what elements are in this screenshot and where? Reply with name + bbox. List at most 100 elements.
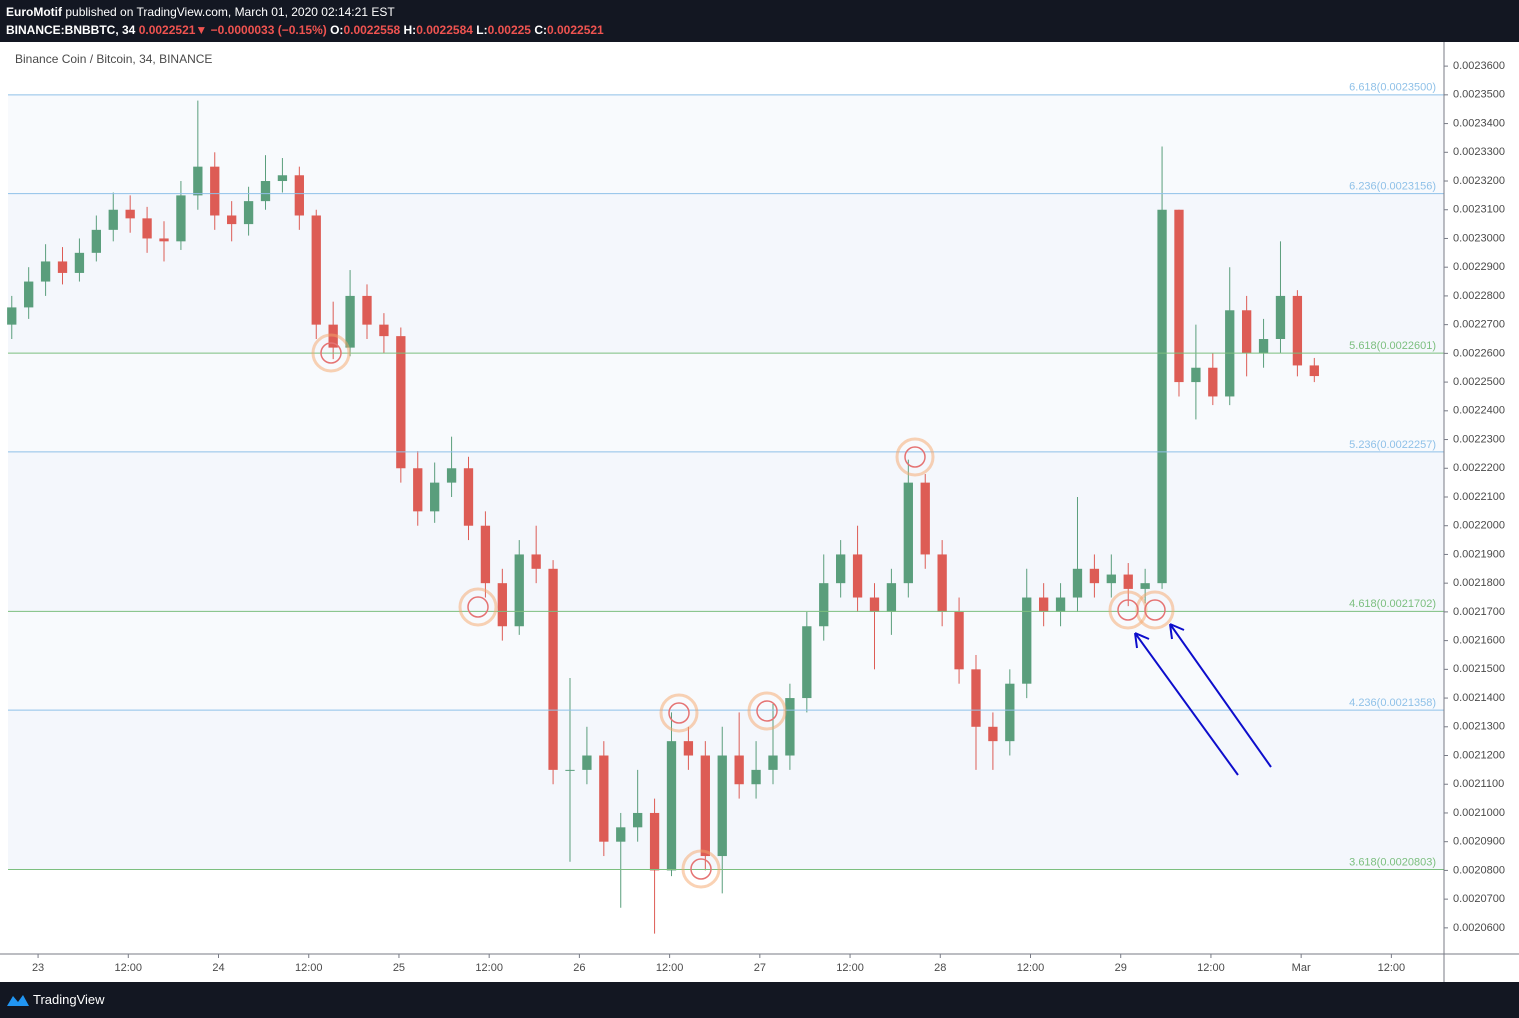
x-tick-label: 29	[1115, 962, 1127, 974]
y-tick-label: 0.0023000	[1453, 232, 1505, 244]
candle-body	[243, 201, 254, 225]
y-tick-label: 0.0022800	[1453, 290, 1505, 302]
candle-body	[1140, 583, 1150, 589]
fib-label: 6.236(0.0023156)	[1349, 181, 1436, 193]
highlight-ring	[320, 342, 342, 364]
y-tick-label: 0.0022600	[1453, 347, 1505, 359]
highlight-circle	[747, 691, 787, 731]
highlight-circle	[1135, 590, 1175, 630]
y-tick-label: 0.0022400	[1453, 405, 1505, 417]
symbol: BINANCE:BNBBTC, 34	[6, 23, 136, 37]
fib-label: 3.618(0.0020803)	[1349, 856, 1436, 868]
highlight-ring	[756, 700, 778, 722]
x-tick-label: 12:00	[475, 962, 503, 974]
candle-body	[446, 468, 457, 483]
candle-body	[294, 175, 304, 216]
header: EuroMotif published on TradingView.com, …	[0, 0, 1519, 42]
logo	[7, 995, 29, 1006]
publish-line: EuroMotif published on TradingView.com, …	[6, 5, 395, 19]
candle-body	[886, 583, 897, 612]
low: 0.00225	[487, 23, 531, 37]
candle-body	[91, 229, 101, 253]
candle-body	[1005, 683, 1015, 742]
y-tick-label: 0.0022200	[1453, 462, 1505, 474]
candle-body	[7, 307, 17, 325]
candle-body	[1292, 295, 1303, 366]
level-band	[8, 451, 1444, 612]
x-tick-label: 12:00	[295, 962, 323, 974]
arrow	[1134, 632, 1239, 776]
candle-body	[1055, 597, 1066, 612]
highlight-circle	[895, 437, 935, 477]
candle-body	[497, 583, 507, 627]
candle-body	[57, 261, 68, 273]
candle-body	[988, 726, 998, 742]
candle-body	[514, 554, 524, 627]
x-tick-label: 27	[754, 962, 766, 974]
candle-body	[430, 482, 440, 512]
author: EuroMotif	[6, 5, 62, 19]
y-tick-label: 0.0023200	[1453, 175, 1505, 187]
y-tick-label: 0.0021800	[1453, 577, 1505, 589]
y-tick-label: 0.0022000	[1453, 520, 1505, 532]
candle-body	[852, 554, 863, 598]
candle-body	[1022, 597, 1032, 684]
legend: Binance Coin / Bitcoin, 34, BINANCE	[15, 52, 212, 66]
x-tick-label: 12:00	[1017, 962, 1045, 974]
highlight-circle	[458, 587, 498, 627]
highlight-ring	[690, 858, 712, 880]
highlight-circle	[311, 333, 351, 373]
candle-body	[1106, 574, 1116, 584]
x-tick-label: 12:00	[115, 962, 143, 974]
candle-body	[413, 468, 423, 512]
level-band	[8, 353, 1444, 452]
y-tick-label: 0.0020700	[1453, 893, 1505, 905]
h-label: H:	[403, 23, 417, 37]
y-tick-label: 0.0021200	[1453, 749, 1505, 761]
fib-label: 4.236(0.0021358)	[1349, 697, 1436, 709]
x-tick-label: 28	[934, 962, 946, 974]
change: −0.0000033 (−0.15%)	[210, 23, 327, 37]
y-tick-label: 0.0023300	[1453, 146, 1505, 158]
y-tick-label: 0.0021700	[1453, 606, 1505, 618]
candle-body	[1089, 568, 1100, 584]
level-band	[8, 611, 1444, 711]
highlight-ring	[904, 446, 926, 468]
x-tick-label: 12:00	[656, 962, 684, 974]
x-tick-label: 24	[212, 962, 224, 974]
candle-body	[903, 482, 913, 584]
candle-body	[1258, 339, 1269, 354]
y-tick-label: 0.0022500	[1453, 376, 1505, 388]
candle-body	[649, 812, 660, 871]
candle-body	[971, 669, 981, 727]
y-tick-label: 0.0020900	[1453, 836, 1505, 848]
y-tick-label: 0.0022300	[1453, 433, 1505, 445]
candle-body	[616, 827, 626, 842]
candle-body	[683, 741, 694, 756]
y-tick-label: 0.0023400	[1453, 117, 1505, 129]
candle-body	[819, 583, 829, 627]
candle-body	[869, 597, 880, 612]
y-tick-label: 0.0022100	[1453, 491, 1505, 503]
candle-body	[176, 195, 186, 242]
candle-body	[751, 769, 761, 785]
candle-body	[700, 755, 710, 857]
candle-body	[379, 324, 389, 337]
y-tick-label: 0.0023100	[1453, 204, 1505, 216]
candle-body	[954, 611, 964, 670]
candle-body	[1038, 597, 1049, 612]
x-tick-label: 25	[393, 962, 405, 974]
candle-body	[734, 755, 744, 785]
candle-body	[108, 209, 118, 230]
y-tick-label: 0.0021300	[1453, 721, 1505, 733]
candle-body	[836, 554, 846, 584]
candle-body	[362, 295, 372, 325]
y-tick-label: 0.0021600	[1453, 635, 1505, 647]
close: 0.0022521	[547, 23, 604, 37]
y-tick-label: 0.0023500	[1453, 89, 1505, 101]
candle-body	[260, 181, 271, 202]
candle-body	[311, 215, 321, 325]
x-tick-label: 12:00	[1197, 962, 1225, 974]
x-tick-label: 26	[573, 962, 585, 974]
open: 0.0022558	[343, 23, 401, 37]
